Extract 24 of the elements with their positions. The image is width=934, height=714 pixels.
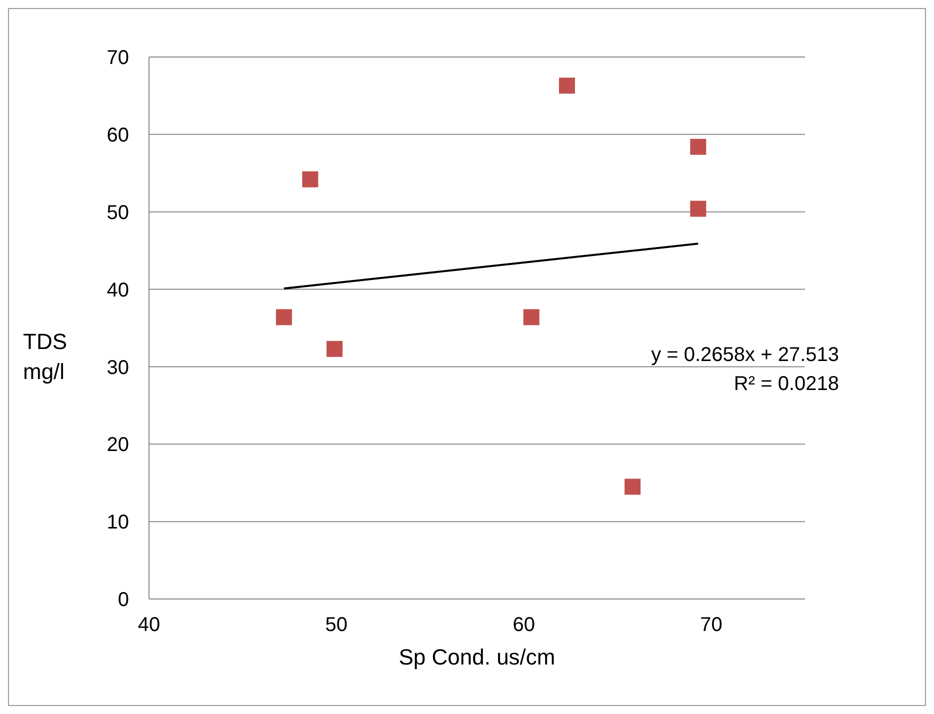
x-tick-label: 60 bbox=[512, 614, 535, 636]
point bbox=[624, 478, 641, 495]
point bbox=[276, 309, 292, 326]
point bbox=[523, 309, 540, 326]
x-tick-label: 50 bbox=[325, 614, 348, 636]
x-tick-label: 70 bbox=[700, 614, 722, 636]
y-tick-label: 30 bbox=[106, 356, 129, 379]
y-tick-label: 70 bbox=[106, 47, 129, 70]
annotation: y = 0.2658x + 27.513 bbox=[650, 343, 839, 368]
point bbox=[558, 78, 575, 94]
y-tick-label: 60 bbox=[106, 124, 129, 147]
y-axis-title: TDS mg/l bbox=[23, 328, 67, 386]
y-tick-label: 10 bbox=[106, 512, 129, 534]
y-tick-label: 50 bbox=[106, 202, 129, 224]
x-axis-title: Sp Cond. us/cm bbox=[398, 644, 556, 670]
point bbox=[326, 340, 343, 357]
annotation: R² = 0.0218 bbox=[732, 372, 839, 397]
y-tick-label: 40 bbox=[106, 279, 129, 302]
point bbox=[690, 200, 706, 217]
point bbox=[302, 171, 318, 188]
y-tick-label: 20 bbox=[106, 434, 129, 456]
y-tick-label: 0 bbox=[118, 589, 129, 612]
point bbox=[690, 138, 706, 155]
x-tick-label: 40 bbox=[138, 614, 160, 636]
